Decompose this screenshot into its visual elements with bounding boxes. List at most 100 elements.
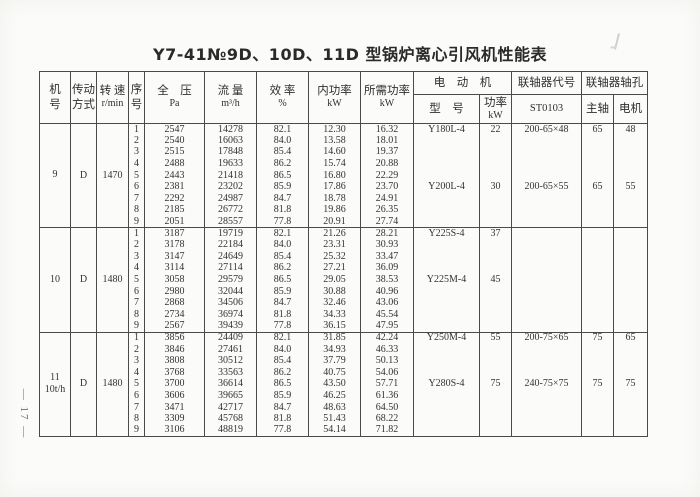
inner-power-cell: 30.88	[308, 285, 361, 298]
page-number: — 17 —	[18, 388, 30, 440]
pressure-cell: 2443	[144, 169, 205, 182]
main-shaft-cell-value: 65	[592, 123, 603, 135]
flow-cell: 16063	[204, 135, 257, 147]
motor-shaft-cell: 48 55	[613, 122, 648, 229]
flow-cell: 17848	[204, 146, 257, 159]
motor-model-cell-value: Y200L-4	[428, 181, 465, 193]
flow-cell: 27114	[204, 262, 257, 275]
motor-model-cell: Y180L-4 Y200L-4	[413, 122, 480, 229]
required-power-cell: 27.74	[360, 216, 414, 229]
efficiency-cell: 81.8	[256, 309, 309, 321]
motor-model-cell-value: Y280S-4	[428, 378, 465, 390]
required-power-cell: 26.35	[360, 204, 414, 217]
inner-power-cell: 18.78	[308, 193, 361, 205]
required-power-cell: 36.09	[360, 262, 414, 275]
inner-power-cell: 17.86	[308, 181, 361, 194]
inner-power-cell: 29.05	[308, 274, 361, 286]
efficiency-cell: 84.7	[256, 401, 309, 414]
required-power-cell: 61.36	[360, 390, 414, 402]
serial-cell: 1	[128, 331, 145, 344]
machine-no-cell: 11 10t/h	[39, 331, 71, 438]
motor-power-cell-value: 75	[490, 378, 501, 390]
motor-shaft-cell: 65 75	[613, 331, 648, 438]
table-row: 3 3147 24649 85.4 25.32 33.47	[40, 251, 648, 263]
motor-shaft-cell-value: 55	[625, 181, 636, 193]
pressure-cell: 3846	[144, 343, 205, 356]
pressure-cell: 2051	[144, 216, 205, 229]
required-power-cell: 33.47	[360, 251, 414, 263]
efficiency-cell: 86.2	[256, 158, 309, 170]
efficiency-cell: 82.1	[256, 331, 309, 344]
motor-power-cell-value: 30	[490, 181, 501, 193]
required-power-cell: 54.06	[360, 366, 414, 379]
col-header-coupling-hole: 联轴器轴孔	[581, 71, 648, 95]
flow-cell: 33563	[204, 366, 257, 379]
required-power-cell: 46.33	[360, 343, 414, 356]
table-row: 3 2515 17848 85.4 14.60 19.37	[40, 146, 648, 159]
motor-shaft-cell-value: 65	[625, 332, 636, 344]
main-shaft-cell-value: 75	[592, 378, 603, 390]
table-row: 6 2980 32044 85.9 30.88 40.96	[40, 285, 648, 298]
speed-cell: 1480	[96, 331, 129, 438]
coupling-code-cell-value: 200-65×48	[524, 123, 569, 135]
required-power-cell: 23.70	[360, 181, 414, 194]
inner-power-cell: 46.25	[308, 390, 361, 402]
efficiency-cell: 77.8	[256, 320, 309, 333]
table-row: 5 2443 21418 86.5 16.80 22.29	[40, 169, 648, 182]
coupling-code-cell	[511, 227, 582, 333]
group-machine-9: 9 D 1470 1 2547 14278 82.1 12.30 16.32 Y180L-4 Y20…	[39, 122, 648, 229]
inner-power-cell: 19.86	[308, 204, 361, 217]
main-shaft-cell: 65 65	[581, 122, 614, 229]
serial-cell: 1	[128, 123, 145, 136]
pressure-cell: 3768	[144, 366, 205, 379]
col-header-drive: 传动 方式	[70, 71, 97, 124]
inner-power-cell: 34.93	[308, 343, 361, 356]
required-power-cell: 18.01	[360, 135, 414, 147]
required-power-cell: 20.88	[360, 158, 414, 170]
required-power-cell: 16.32	[360, 123, 414, 136]
flow-cell: 34506	[204, 297, 257, 309]
inner-power-cell: 27.21	[308, 262, 361, 275]
efficiency-cell: 77.8	[256, 424, 309, 438]
flow-cell: 29579	[204, 274, 257, 286]
flow-cell: 23202	[204, 181, 257, 194]
inner-power-cell: 31.85	[308, 331, 361, 344]
efficiency-cell: 77.8	[256, 216, 309, 229]
inner-power-cell: 13.58	[308, 135, 361, 147]
required-power-cell: 50.13	[360, 355, 414, 367]
main-shaft-cell-value: 75	[592, 332, 603, 344]
efficiency-cell: 82.1	[256, 123, 309, 136]
flow-cell: 24649	[204, 251, 257, 263]
flow-cell: 48819	[204, 424, 257, 438]
serial-cell: 7	[128, 401, 145, 414]
efficiency-cell: 84.0	[256, 135, 309, 147]
drive-cell: D	[70, 227, 97, 333]
table-row: 6 3606 39665 85.9 46.25 61.36	[40, 390, 648, 402]
motor-power-cell-value: 22	[490, 123, 501, 135]
table-row: 8 2734 36974 81.8 34.33 45.54	[40, 309, 648, 321]
required-power-cell: 40.96	[360, 285, 414, 298]
pressure-cell: 2292	[144, 193, 205, 205]
col-header-inner-power: 内功率 kW	[308, 71, 361, 124]
serial-cell: 9	[128, 216, 145, 229]
inner-power-cell: 43.50	[308, 378, 361, 391]
table-row: 7 3471 42717 84.7 48.63 64.50	[40, 401, 648, 414]
efficiency-cell: 84.7	[256, 193, 309, 205]
inner-power-cell: 54.14	[308, 424, 361, 438]
motor-power-cell: 55 75	[479, 331, 512, 438]
serial-cell: 7	[128, 193, 145, 205]
serial-cell: 4	[128, 158, 145, 170]
motor-model-cell: Y225S-4 Y225M-4	[413, 227, 480, 333]
flow-cell: 24987	[204, 193, 257, 205]
inner-power-cell: 34.33	[308, 309, 361, 321]
inner-power-cell: 23.31	[308, 239, 361, 252]
inner-power-cell: 48.63	[308, 401, 361, 414]
serial-cell: 5	[128, 169, 145, 182]
inner-power-cell: 40.75	[308, 366, 361, 379]
serial-cell: 2	[128, 343, 145, 356]
machine-no-cell: 9	[39, 122, 71, 229]
col-header-motor-model: 型 号	[413, 94, 480, 124]
pressure-cell: 3147	[144, 251, 205, 263]
pressure-cell: 3187	[144, 227, 205, 240]
efficiency-cell: 85.4	[256, 146, 309, 159]
